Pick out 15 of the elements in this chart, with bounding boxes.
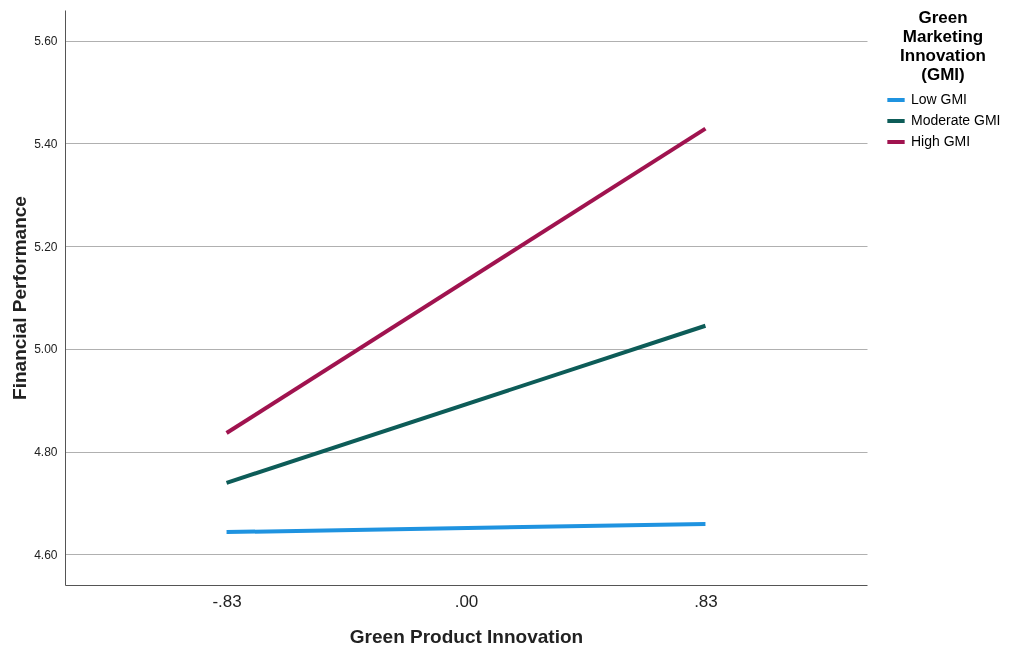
- y-tick-label: 5.20: [34, 239, 58, 254]
- legend-label: Low GMI: [911, 91, 968, 107]
- x-tick-label: .00: [454, 591, 479, 611]
- y-tick-label: 4.60: [34, 547, 58, 562]
- y-tick-label: 5.00: [34, 342, 58, 357]
- y-tick-label: 5.40: [34, 136, 58, 151]
- x-tick-label: .83: [694, 591, 718, 611]
- legend-label: High GMI: [911, 133, 971, 149]
- legend-label: Moderate GMI: [911, 112, 1001, 128]
- x-axis-title: Green Product Innovation: [349, 625, 584, 647]
- y-tick-label: 5.60: [34, 34, 58, 49]
- x-tick-label: -.83: [212, 591, 242, 611]
- y-axis-title: Financial Performance: [9, 196, 31, 400]
- y-tick-label: 4.80: [34, 445, 58, 460]
- legend-title: Green Marketing Innovation (GMI): [900, 8, 986, 84]
